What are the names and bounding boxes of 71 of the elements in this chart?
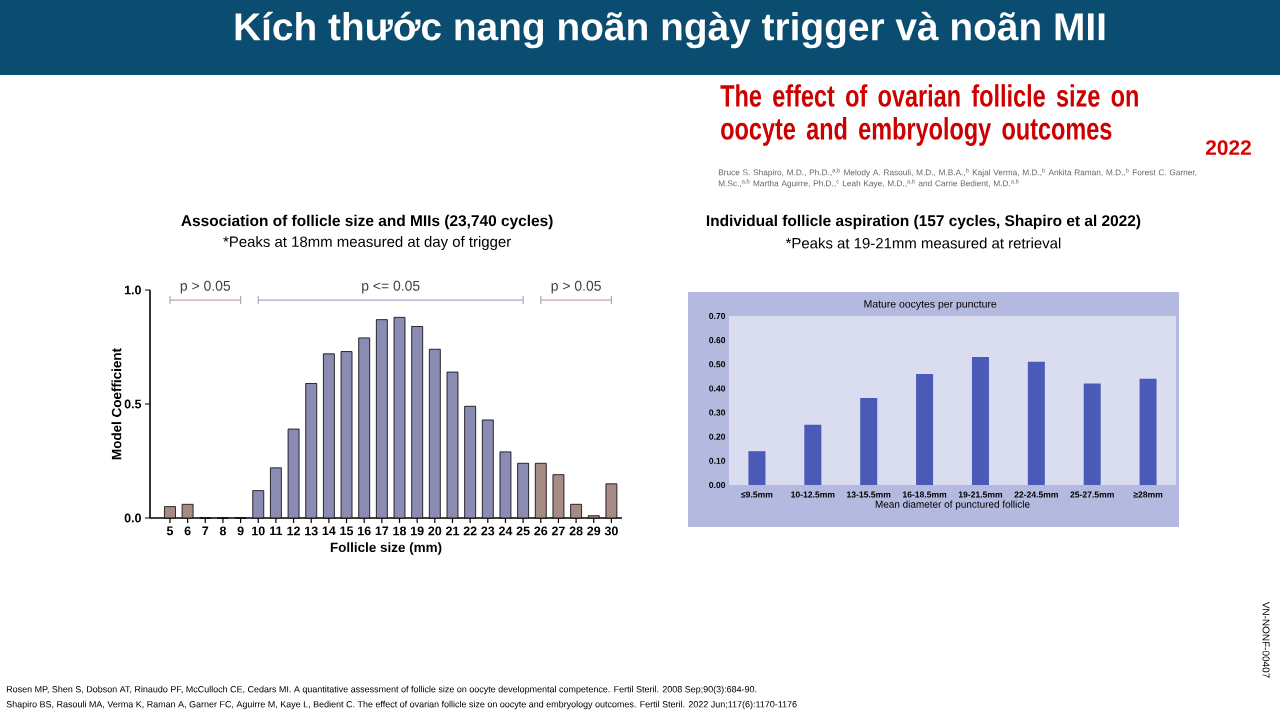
x-tick-label: 9	[237, 526, 244, 536]
x-tick-label: 21	[446, 526, 460, 536]
y-tick-label: 0.50	[709, 361, 726, 368]
x-tick-label: 26	[534, 526, 548, 536]
x-tick-label: 10	[252, 526, 265, 536]
text: Bruce S. Shapiro, M.D., Ph.D.,$^{a,b}$ Melody A. Rasouli, M.D., M.B.A.,$^{b}$ Kajal Verma, M.D.,$^{b}$ Ankita Raman, M.D.,$^{b}$ Forest C. Garner, M.Sc.,$^{a,b}$ Martha Aguirre, Ph.D.,$^{c}$ Leah Kaye, M.D.,$^{a,b}$ and Carrie Bedient, M.D.$^{a,b}$	[718, 168, 1197, 188]
x-tick-label: 15	[340, 526, 354, 536]
x-tick-label: 30	[604, 526, 618, 536]
bar	[860, 398, 878, 485]
y-tick-label: 0.10	[709, 457, 726, 464]
text: Shapiro BS, Rasouli MA, Verma K, Raman A, Garner FC, Aguirre M, Kaye L, Bedient C. The effect of ovarian follicle size on oocyte and embryology outcomes. Fertil Steril. 2022 Jun;117(6):1170-1176	[6, 700, 797, 710]
x-tick-label: 29	[587, 526, 601, 536]
y-tick-label: 0.40	[709, 385, 726, 392]
bar	[804, 424, 822, 485]
text: Kích thước nang noãn ngày trigger và noãn MII	[235, 11, 1105, 49]
x-tick-label: 24	[498, 526, 513, 536]
y-tick-label: 1.0	[124, 285, 141, 295]
x-tick-label: 19	[411, 526, 424, 536]
x-tick-label: 5	[166, 526, 174, 536]
annotation: p > 0.05	[180, 280, 231, 294]
annotation: p > 0.05	[551, 280, 601, 294]
x-tick-label: 18	[393, 526, 407, 536]
bar	[916, 373, 934, 485]
x-axis-title: Follicle size (mm)	[330, 542, 442, 555]
y-tick-label: 0.5	[124, 399, 142, 409]
text: The effect of ovarian follicle size on oocyte and embryology outcomes	[720, 84, 1138, 146]
text: Mature oocytes per puncture	[864, 300, 997, 310]
y-tick-label: 0.70	[709, 312, 726, 320]
chart-subtitle: *Peaks at 18mm measured at day of trigger	[223, 236, 511, 250]
x-tick-label: 13	[305, 526, 318, 536]
x-tick-label: 7	[202, 526, 209, 536]
x-tick-label: 25	[516, 526, 530, 536]
annotation: p <= 0.05	[362, 280, 420, 294]
bar	[1027, 361, 1045, 485]
x-tick-label: 27	[551, 526, 565, 536]
y-tick-label: 0.0	[124, 513, 141, 523]
x-tick-label: 28	[569, 526, 583, 536]
x-tick-label: 17	[375, 526, 389, 536]
x-tick-label: 8	[219, 526, 227, 536]
x-tick-label: 11	[270, 526, 283, 536]
x-tick-label: 22	[463, 526, 477, 536]
x-tick-label: 12	[287, 526, 300, 536]
bar	[748, 451, 766, 485]
bar	[971, 357, 989, 485]
bar	[1139, 378, 1157, 485]
y-tick-label: 0.60	[709, 337, 726, 344]
x-tick-label: 22-24.5mm	[1014, 491, 1058, 498]
x-tick-label: 6	[184, 526, 191, 536]
text: Rosen MP, Shen S, Dobson AT, Rinaudo PF, McCulloch CE, Cedars MI. A quantitative assessment of follicle size on oocyte developmental competence. Fertil Steril. 2008 Sep;90(3):684-90.	[6, 685, 757, 695]
x-tick-label: 13-15.5mm	[847, 491, 891, 498]
text: VN-NONF-00407	[1262, 601, 1270, 678]
x-tick-label: 20	[428, 526, 442, 536]
chart-subtitle: *Peaks at 19-21mm measured at retrieval	[785, 237, 1061, 249]
x-tick-label: 16-18.5mm	[902, 491, 947, 498]
y-tick-label: 0.20	[709, 433, 726, 440]
bar	[1083, 383, 1101, 485]
x-tick-label: ≥28mm	[1133, 491, 1163, 498]
x-tick-label: 16	[358, 526, 371, 536]
x-axis-title: Mean diameter of punctured follicle	[875, 500, 1030, 510]
x-tick-label: 23	[481, 526, 495, 536]
x-tick-label: 25-27.5mm	[1070, 491, 1114, 498]
x-tick-label: 10-12.5mm	[791, 491, 835, 498]
x-tick-label: ≤9.5mm	[741, 491, 773, 498]
chart-title: Individual follicle aspiration (157 cycles, Shapiro et al 2022)	[706, 214, 1141, 230]
chart-title: Association of follicle size and MIIs (23,740 cycles)	[181, 214, 553, 230]
y-tick-label: 0.30	[709, 409, 726, 416]
x-tick-label: 19-21.5mm	[958, 491, 1003, 498]
y-axis-title: Model Coefficient	[111, 348, 122, 460]
text: 2022	[1205, 140, 1251, 156]
y-tick-label: 0.00	[709, 481, 726, 489]
x-tick-label: 14	[322, 526, 336, 536]
